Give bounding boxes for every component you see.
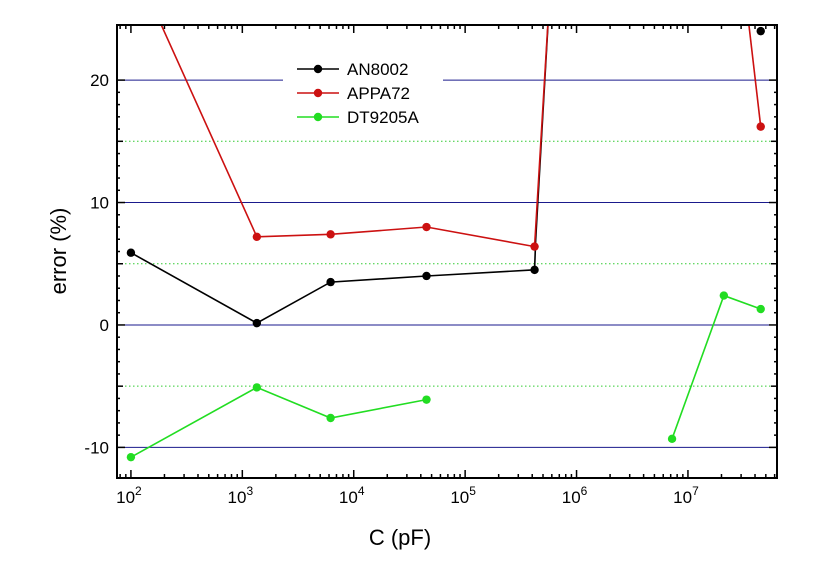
data-point — [252, 383, 262, 392]
legend-marker — [313, 88, 323, 98]
series-line — [130, 386, 427, 458]
data-point — [126, 248, 136, 257]
x-tick-label: 105 — [450, 484, 476, 507]
grid — [117, 79, 777, 448]
series-line — [748, 25, 762, 127]
legend-label: AN8002 — [347, 60, 408, 79]
data-point — [756, 304, 765, 314]
data-point — [422, 395, 431, 404]
data-point — [756, 122, 765, 131]
x-axis-title: C (pF) — [369, 525, 431, 550]
data-point — [326, 413, 335, 423]
y-tick-label: 20 — [90, 71, 109, 90]
data-point — [252, 318, 262, 328]
data-point — [126, 452, 136, 462]
series-line — [130, 25, 549, 325]
data-point — [422, 222, 431, 232]
x-tick-label: 102 — [116, 484, 142, 507]
y-tick-label: 0 — [100, 316, 109, 335]
ticks: 20 10 0 -10 102 103 104 105 106 107 — [84, 25, 777, 507]
y-tick-label: 10 — [90, 194, 109, 213]
legend: AN8002 APPA72 DT9205A — [283, 57, 443, 137]
y-tick-label: -10 — [84, 438, 109, 457]
x-tick-label: 107 — [673, 484, 699, 507]
data-point — [326, 230, 335, 239]
series-line — [671, 294, 761, 440]
data-point — [756, 26, 765, 36]
data-point — [252, 232, 262, 242]
data-point — [530, 265, 539, 275]
x-tick-label: 103 — [228, 484, 254, 507]
series-line — [160, 25, 549, 248]
data-point — [422, 271, 431, 281]
data-point — [326, 277, 335, 287]
data-point — [719, 291, 729, 300]
x-tick-label: 106 — [562, 484, 588, 507]
legend-box — [283, 57, 443, 137]
y-axis-title: error (%) — [46, 208, 71, 295]
data-point — [667, 434, 677, 444]
legend-marker — [313, 112, 323, 122]
legend-label: DT9205A — [347, 108, 419, 127]
data-point — [530, 242, 539, 251]
legend-marker — [313, 64, 323, 74]
legend-label: APPA72 — [347, 84, 410, 103]
series-layer — [126, 25, 765, 462]
x-tick-label: 104 — [339, 484, 365, 507]
